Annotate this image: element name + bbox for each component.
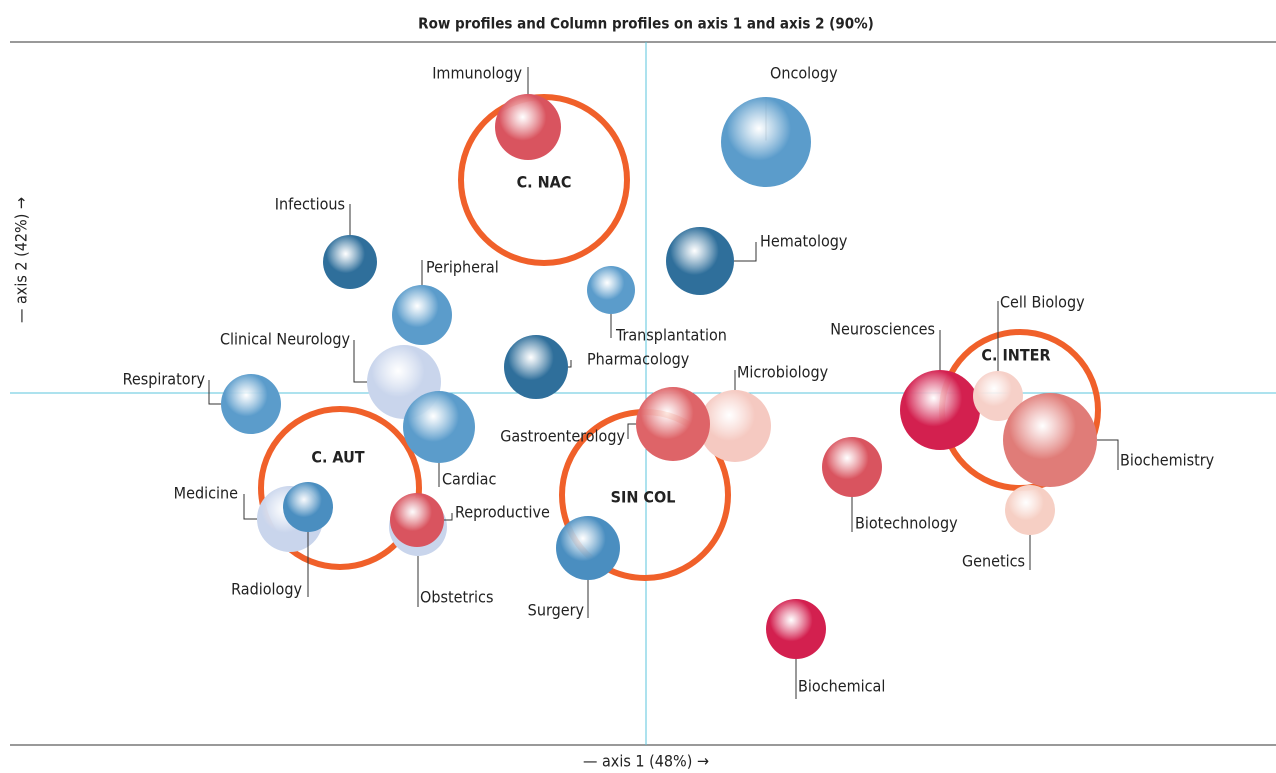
column-label: C. NAC [517,173,572,192]
point-label: Neurosciences [830,320,935,339]
x-axis-label: — axis 1 (48%) → [583,752,709,771]
leader-line [1097,439,1119,470]
leader-line [353,340,367,383]
bubble [221,374,281,434]
column-label: C. AUT [311,448,364,467]
bubble [666,227,734,295]
column-label: SIN COL [611,488,676,507]
point-label: Infectious [275,195,345,214]
bubble [900,370,980,450]
point-label: Peripheral [426,258,499,277]
leader-line [627,423,636,439]
bubble [822,437,882,497]
bubble [1005,485,1055,535]
bubble [390,493,444,547]
column-profile [258,406,422,570]
bubble [699,390,771,462]
point-label: Biochemistry [1120,451,1215,470]
point-label: Pharmacology [587,350,690,369]
point-label: Gastroenterology [500,427,625,446]
point-label: Respiratory [123,370,206,389]
leader-line [568,360,572,368]
plot: C. NAC C. AUT SIN COL C. INTER Oncology Hemat… [10,42,1276,745]
bubble [283,482,333,532]
point-label: Clinical Neurology [220,330,351,349]
y-axis-label: — axis 2 (42%) → [12,197,31,323]
bubble [587,266,635,314]
bubble [403,391,475,463]
point-label: Radiology [231,580,302,599]
point-label: Biochemical [798,677,885,696]
point-label: Microbiology [737,363,829,382]
point-label: Cardiac [442,470,496,489]
point-label: Biotechnology [855,514,958,533]
point-label: Cell Biology [1000,293,1085,312]
point-label: Oncology [770,64,838,83]
bubble [556,516,620,580]
bubble [323,235,377,289]
leader-line [243,494,257,520]
bubble [721,97,811,187]
bubble [392,285,452,345]
bubble [504,335,568,399]
point-label: Transplantation [615,326,727,345]
point-label: Genetics [962,552,1025,571]
column-profile [458,94,630,266]
point-label: Medicine [174,484,238,503]
column-label: C. INTER [981,346,1050,365]
point-label: Surgery [528,601,585,620]
leader-line [208,380,221,405]
point-label: Reproductive [455,503,550,522]
point-label: Hematology [760,232,848,251]
bubble [495,94,561,160]
chart-title: Row profiles and Column profiles on axis… [418,15,874,33]
point-label: Obstetrics [420,588,493,607]
leader-line [444,513,453,521]
leader-line [734,242,757,262]
bubble [973,371,1023,421]
bubble [636,387,710,461]
bubble [766,599,826,659]
bubble [1003,393,1097,487]
point-label: Immunology [432,64,522,83]
